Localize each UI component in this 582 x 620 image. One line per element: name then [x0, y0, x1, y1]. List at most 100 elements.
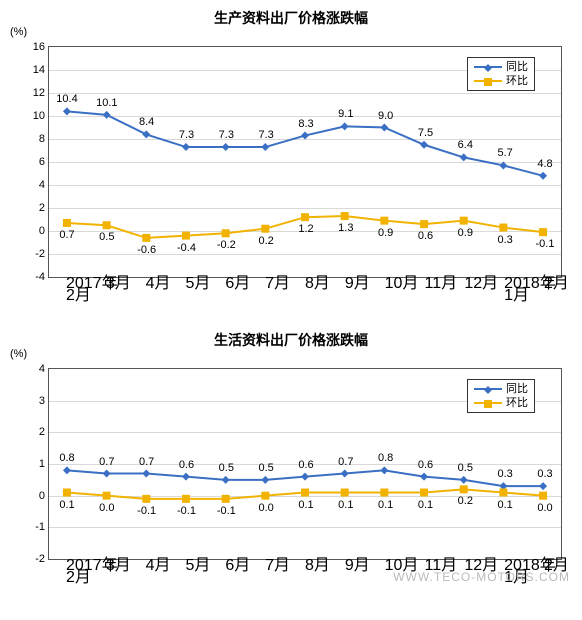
series-marker [420, 220, 428, 228]
data-label: 0.1 [59, 499, 74, 511]
series-marker [420, 473, 428, 481]
y-tick: 2 [39, 426, 49, 438]
series-marker [420, 141, 428, 149]
data-label: 9.0 [378, 110, 393, 122]
data-label: 8.3 [298, 118, 313, 130]
y-tick: -1 [35, 521, 49, 533]
data-label: 0.0 [259, 502, 274, 514]
y-tick: -2 [35, 248, 49, 260]
data-label: 0.0 [99, 502, 114, 514]
data-label: 0.2 [458, 495, 473, 507]
y-unit: (%) [10, 26, 27, 38]
series-marker [261, 143, 269, 151]
series-marker [142, 130, 150, 138]
y-tick: 16 [33, 41, 49, 53]
data-label: 0.7 [99, 456, 114, 468]
watermark: WWW.TECO-MOTORS.COM [393, 570, 570, 584]
data-label: 6.4 [458, 139, 473, 151]
series-marker [103, 111, 111, 119]
data-label: 0.1 [418, 499, 433, 511]
series-marker [222, 476, 230, 484]
data-label: 7.5 [418, 127, 433, 139]
series-marker [341, 212, 349, 220]
chart-production: 生产资料出厂价格涨跌幅(%)-4-20246810121416同比环比10.41… [0, 0, 582, 308]
data-label: 0.9 [458, 227, 473, 239]
series-marker [341, 489, 349, 497]
series-marker [222, 143, 230, 151]
series-marker [499, 224, 507, 232]
data-label: 0.5 [99, 231, 114, 243]
data-label: 8.4 [139, 116, 154, 128]
data-label: -0.6 [137, 244, 156, 256]
series-marker [103, 492, 111, 500]
y-tick: 1 [39, 458, 49, 470]
data-label: 0.3 [498, 234, 513, 246]
x-axis: 2017年2月3月4月5月6月7月8月9月10月11月12月2018年1月2月 [48, 278, 562, 308]
data-label: 0.1 [298, 499, 313, 511]
data-label: 1.2 [298, 223, 313, 235]
series-marker [420, 489, 428, 497]
y-tick: 4 [39, 179, 49, 191]
chart-title: 生产资料出厂价格涨跌幅 [0, 0, 582, 28]
series-marker [182, 143, 190, 151]
series-marker [261, 492, 269, 500]
series-marker [380, 124, 388, 132]
series-marker [142, 234, 150, 242]
data-label: -0.1 [137, 505, 156, 517]
series-marker [380, 466, 388, 474]
data-label: -0.4 [177, 242, 196, 254]
data-label: 0.5 [458, 462, 473, 474]
data-label: 7.3 [219, 129, 234, 141]
series-marker [261, 225, 269, 233]
data-label: 1.3 [338, 222, 353, 234]
data-label: 7.3 [179, 129, 194, 141]
series-marker [460, 217, 468, 225]
data-label: -0.1 [536, 238, 555, 250]
data-label: 0.7 [139, 456, 154, 468]
series-marker [460, 485, 468, 493]
data-label: 0.6 [418, 230, 433, 242]
series-marker [103, 470, 111, 478]
data-label: 0.6 [298, 459, 313, 471]
series-marker [142, 470, 150, 478]
data-label: 5.7 [498, 147, 513, 159]
series-marker [63, 219, 71, 227]
y-tick: 14 [33, 64, 49, 76]
chart-consumer: 生活资料出厂价格涨跌幅(%)-2-101234同比环比0.80.70.70.60… [0, 322, 582, 590]
series-marker [63, 107, 71, 115]
data-label: 0.6 [179, 459, 194, 471]
data-label: 0.3 [498, 468, 513, 480]
series-marker [261, 476, 269, 484]
series-marker [539, 228, 547, 236]
series-marker [380, 217, 388, 225]
series-marker [301, 489, 309, 497]
data-label: -0.2 [217, 239, 236, 251]
series-marker [499, 161, 507, 169]
series-marker [222, 495, 230, 503]
data-label: 0.0 [537, 502, 552, 514]
y-tick: 12 [33, 87, 49, 99]
plot-area: -4-20246810121416同比环比10.410.18.47.37.37.… [48, 46, 562, 278]
data-label: 0.7 [338, 456, 353, 468]
data-label: -0.1 [177, 505, 196, 517]
series-marker [222, 229, 230, 237]
y-tick: 4 [39, 363, 49, 375]
data-label: 9.1 [338, 108, 353, 120]
y-tick: 10 [33, 110, 49, 122]
y-tick: -4 [35, 271, 49, 283]
series-marker [539, 172, 547, 180]
y-tick: 2 [39, 202, 49, 214]
series-marker [142, 495, 150, 503]
data-label: 0.5 [219, 462, 234, 474]
series-marker [460, 476, 468, 484]
series-marker [182, 232, 190, 240]
series-marker [460, 153, 468, 161]
series-marker [341, 122, 349, 130]
series-marker [341, 470, 349, 478]
series-marker [103, 221, 111, 229]
y-tick: 6 [39, 156, 49, 168]
data-label: 0.1 [338, 499, 353, 511]
data-label: 7.3 [259, 129, 274, 141]
series-marker [301, 213, 309, 221]
y-tick: 8 [39, 133, 49, 145]
